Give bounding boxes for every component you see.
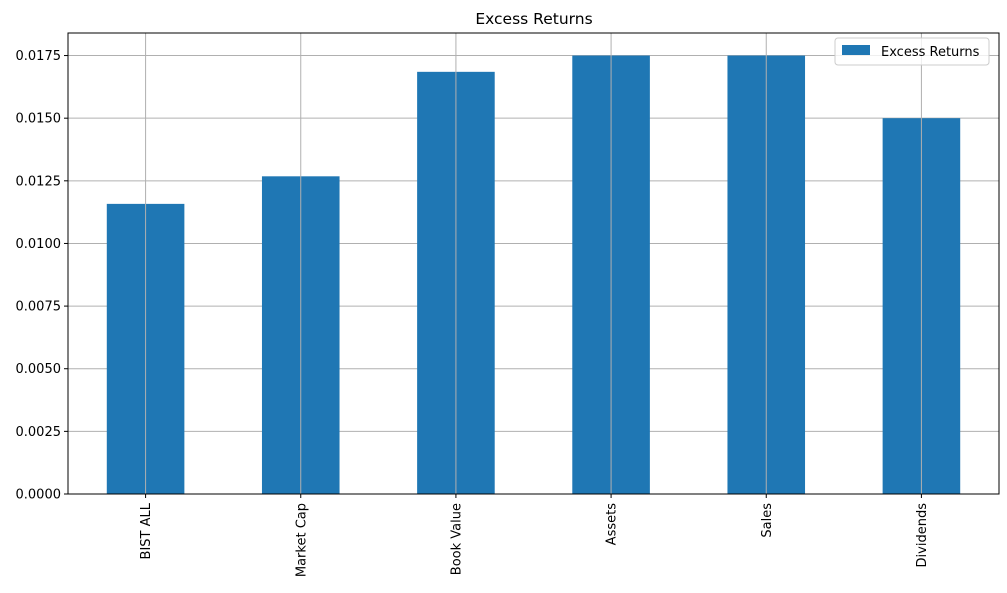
y-tick-label: 0.0100 — [16, 237, 62, 252]
y-tick-label: 0.0025 — [16, 425, 62, 440]
x-tick-label: Book Value — [449, 503, 464, 575]
y-tick-label: 0.0050 — [16, 362, 62, 377]
x-tick-label: Market Cap — [294, 503, 309, 577]
x-tick-label: Sales — [760, 503, 775, 538]
legend-label: Excess Returns — [881, 45, 980, 60]
y-tick-label: 0.0150 — [16, 112, 62, 127]
y-tick-label: 0.0175 — [16, 49, 62, 64]
plot-frame — [67, 32, 1000, 495]
grid-lines — [68, 55, 999, 495]
legend: Excess Returns — [834, 37, 990, 66]
legend-box — [834, 37, 990, 66]
y-tick-label: 0.0075 — [16, 300, 62, 315]
x-axis-ticks: BIST ALL Market Cap Book Value Assets Sales D… — [139, 494, 930, 577]
x-tick-label: Assets — [605, 503, 620, 546]
y-axis-ticks: 0.0000 0.0025 0.0050 0.0075 0.0100 0.0125 0.01… — [16, 49, 68, 503]
chart-title: Excess Returns — [475, 10, 592, 28]
y-tick-label: 0.0125 — [16, 174, 62, 189]
y-tick-label: 0.0000 — [16, 488, 62, 503]
x-tick-label: Dividends — [915, 503, 930, 568]
x-grid-lines — [145, 33, 922, 494]
x-tick-label: BIST ALL — [139, 502, 154, 559]
bars — [106, 55, 961, 495]
legend-swatch — [842, 45, 870, 55]
